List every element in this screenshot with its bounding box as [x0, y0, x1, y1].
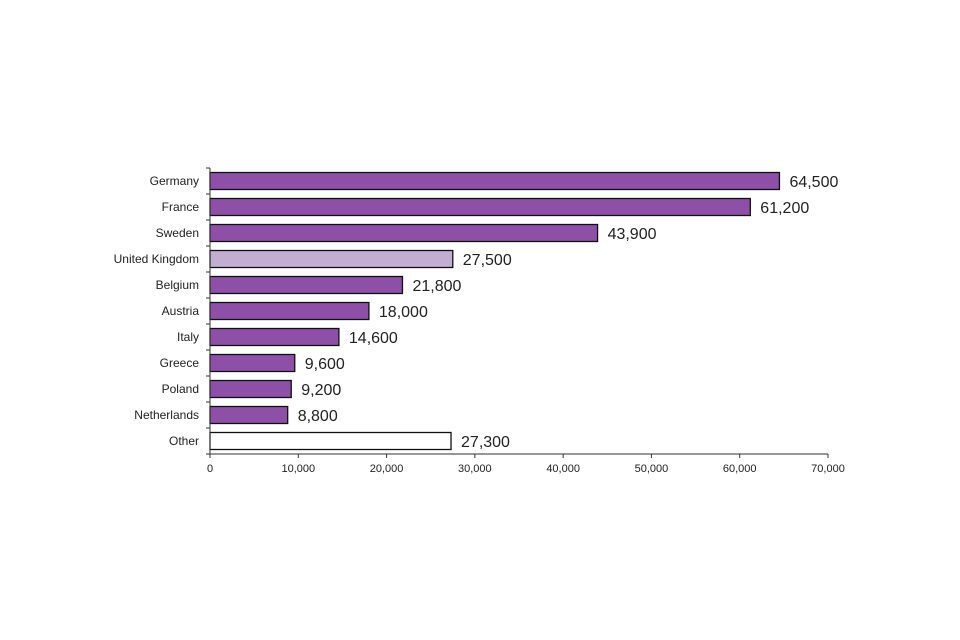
value-label-united-kingdom: 27,500 [463, 252, 512, 269]
category-label-belgium: Belgium [156, 278, 199, 292]
category-label-austria: Austria [162, 304, 200, 318]
category-label-other: Other [169, 434, 199, 448]
category-label-france: France [162, 200, 200, 214]
category-label-greece: Greece [160, 356, 200, 370]
value-label-poland: 9,200 [301, 382, 341, 399]
x-tick-label: 0 [207, 463, 213, 475]
value-label-austria: 18,000 [379, 304, 428, 321]
category-label-germany: Germany [150, 174, 199, 188]
axes-layer [206, 167, 829, 458]
bar-other [209, 431, 452, 451]
value-label-italy: 14,600 [349, 330, 398, 347]
x-tick-label: 10,000 [281, 463, 315, 475]
x-tick-label: 40,000 [546, 463, 580, 475]
bar-germany [209, 171, 781, 191]
x-tick-label: 30,000 [458, 463, 492, 475]
x-tick-label: 20,000 [370, 463, 404, 475]
bar-france [209, 197, 751, 217]
value-label-germany: 64,500 [789, 174, 838, 191]
category-label-italy: Italy [177, 330, 199, 344]
bar-poland [209, 379, 292, 399]
bar-netherlands [209, 405, 289, 425]
bar-sweden [209, 223, 599, 243]
bar-italy [209, 327, 340, 347]
value-label-belgium: 21,800 [412, 278, 461, 295]
labels-layer: Germany 64,500 France 61,200 Sweden 43,900 Uni… [114, 174, 845, 475]
bar-greece [209, 353, 296, 373]
category-label-united-kingdom: United Kingdom [114, 252, 199, 266]
x-tick-label: 50,000 [635, 463, 669, 475]
bar-austria [209, 301, 370, 321]
bars-layer [209, 171, 781, 451]
x-tick-label: 60,000 [723, 463, 757, 475]
bar-belgium [209, 275, 404, 295]
x-tick-label: 70,000 [811, 463, 845, 475]
value-label-greece: 9,600 [305, 356, 345, 373]
bar-united-kingdom [209, 249, 454, 269]
value-label-france: 61,200 [760, 200, 809, 217]
category-label-sweden: Sweden [156, 226, 199, 240]
value-label-sweden: 43,900 [608, 226, 657, 243]
value-label-netherlands: 8,800 [298, 408, 338, 425]
category-label-poland: Poland [162, 382, 199, 396]
value-label-other: 27,300 [461, 434, 510, 451]
category-label-netherlands: Netherlands [134, 408, 199, 422]
